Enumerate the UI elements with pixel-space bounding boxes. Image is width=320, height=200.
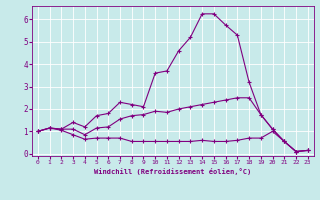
X-axis label: Windchill (Refroidissement éolien,°C): Windchill (Refroidissement éolien,°C) [94,168,252,175]
